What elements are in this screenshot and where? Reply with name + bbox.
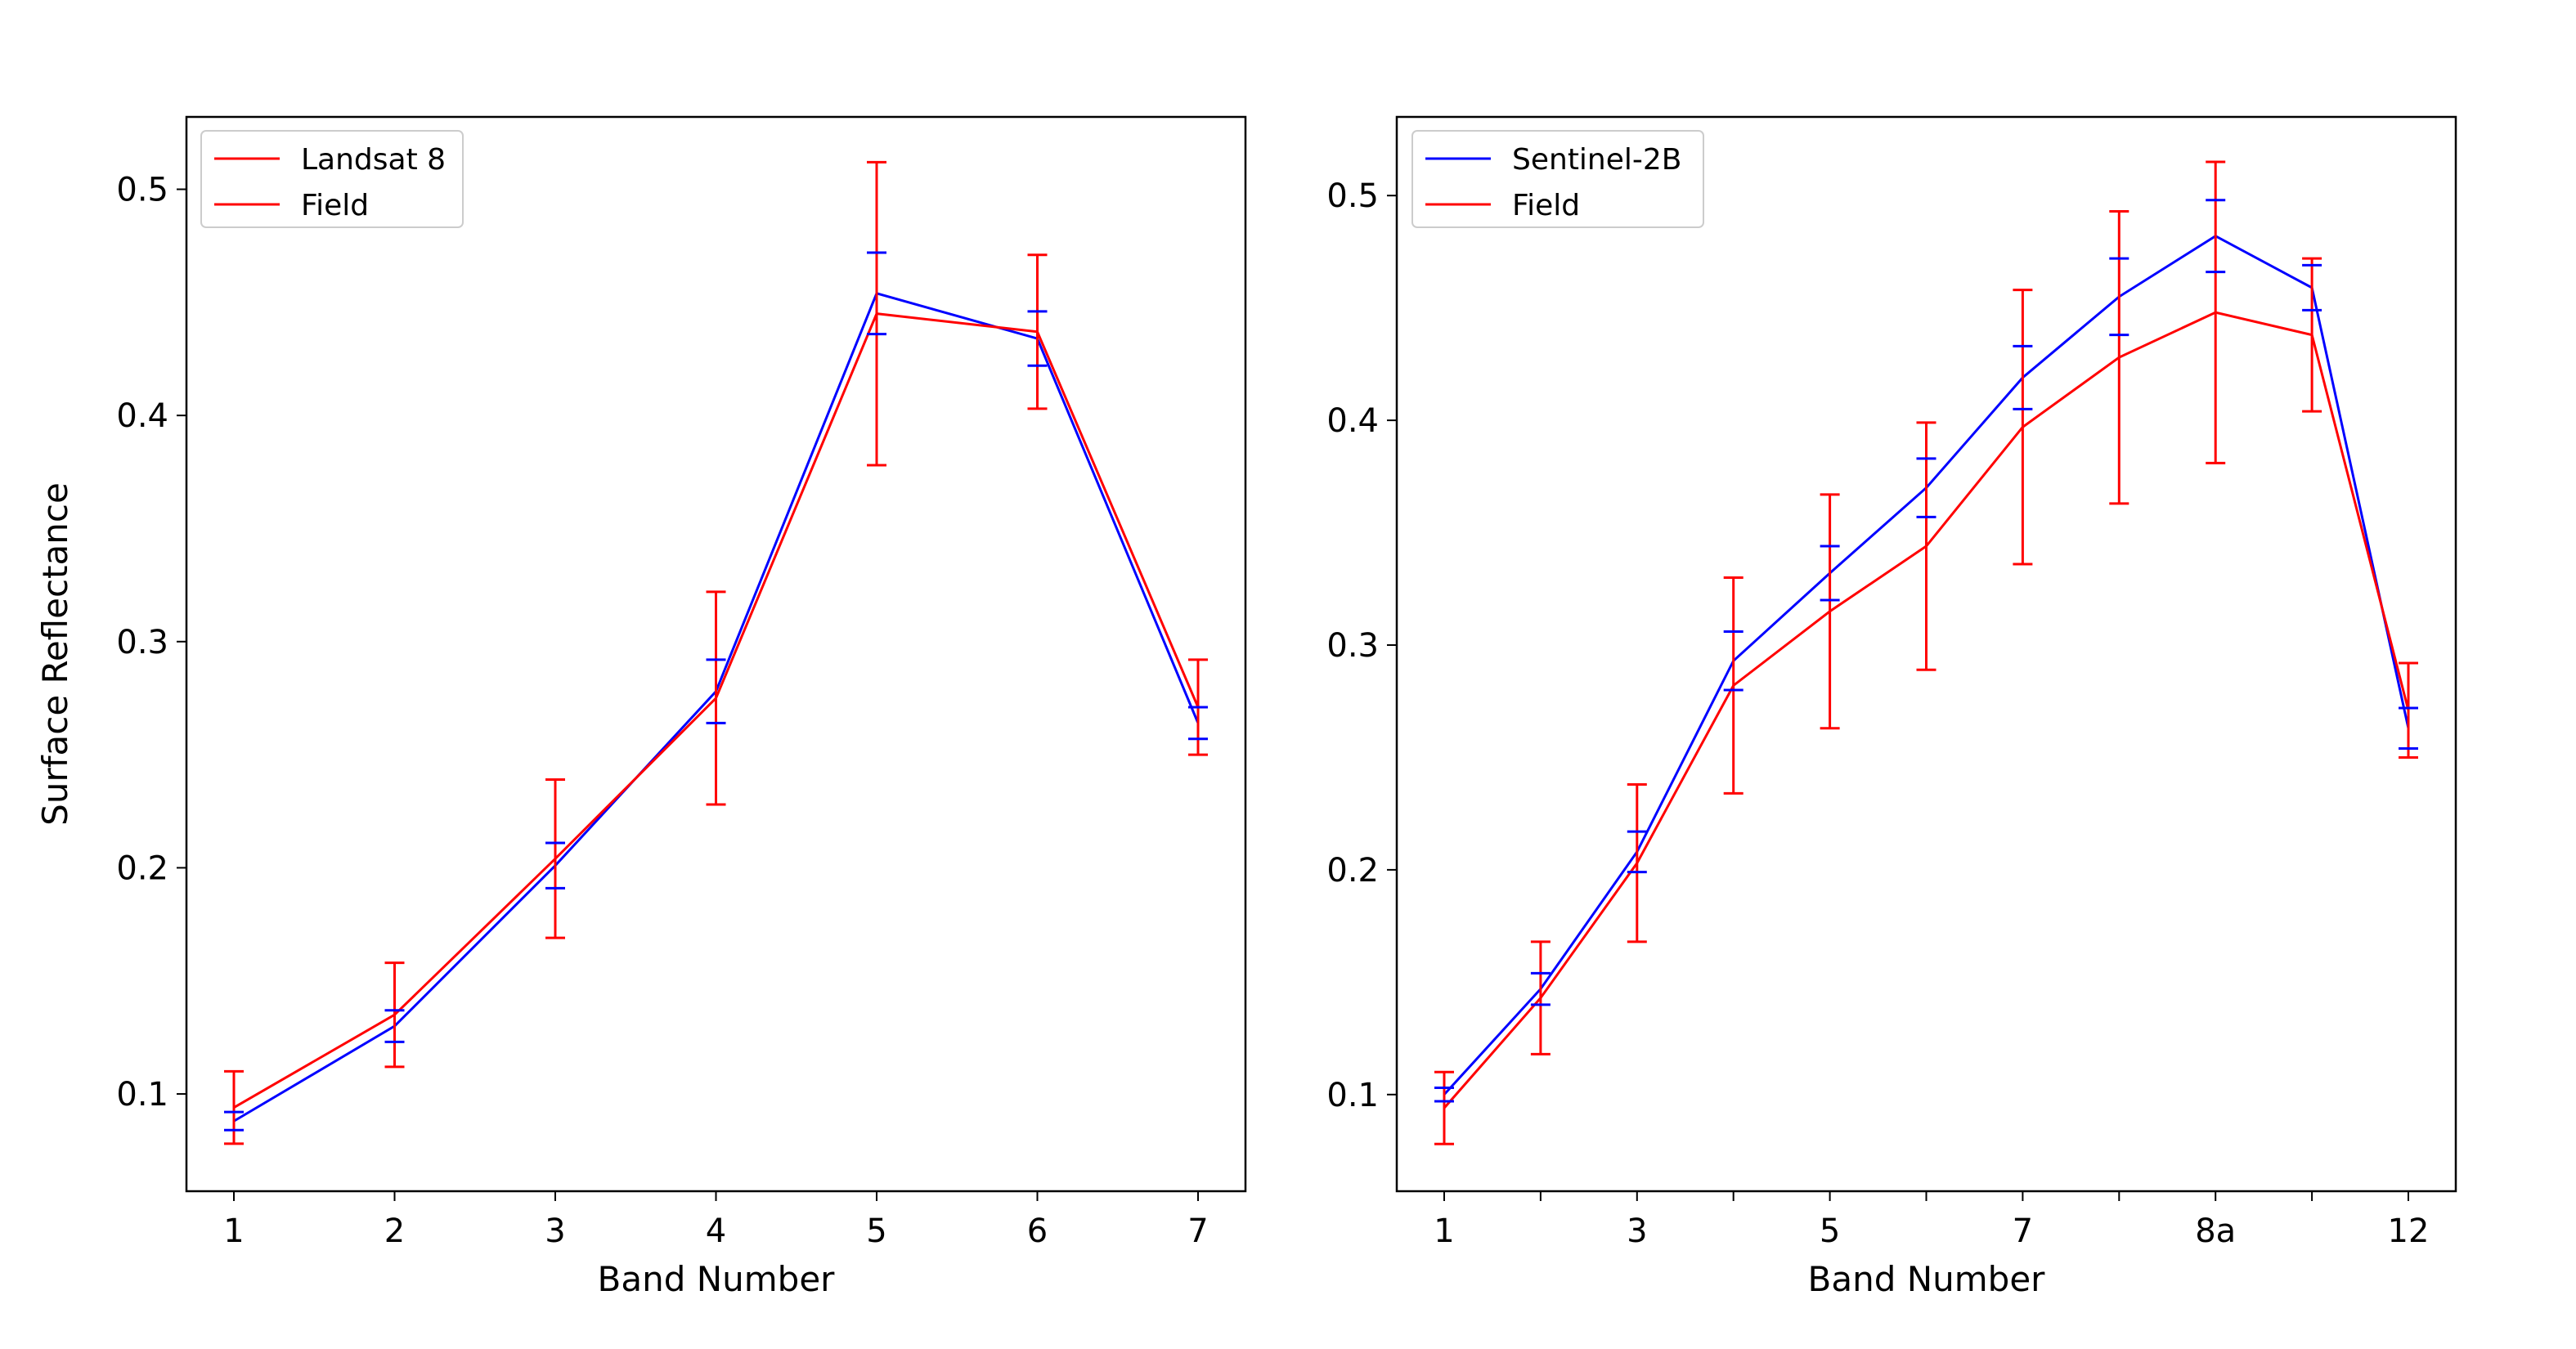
- y-tick-label: 0.2: [1326, 852, 1379, 890]
- x-tick-label: 5: [1820, 1212, 1840, 1250]
- x-tick-label: 2: [384, 1212, 405, 1250]
- x-tick-label: 4: [706, 1212, 726, 1250]
- y-tick-label: 0.2: [116, 849, 168, 887]
- legend-label: Landsat 8: [301, 143, 446, 177]
- x-axis-label: Band Number: [1808, 1259, 2046, 1299]
- right-chart-panel: 0.1 0.2 0.3 0.4 0.5 1 3 5 7 8a 12 Band Number Sentin…: [1326, 115, 2457, 1299]
- y-tick-label: 0.5: [116, 172, 168, 209]
- y-tick-label: 0.1: [1326, 1077, 1379, 1114]
- y-axis-label: Surface Reflectance: [35, 482, 75, 826]
- legend: Sentinel-2B Field: [1411, 130, 1704, 228]
- y-tick-label: 0.4: [116, 397, 168, 435]
- x-axis-label: Band Number: [598, 1259, 836, 1299]
- legend-label: Field: [1512, 189, 1580, 222]
- left-chart-panel: 0.1 0.2 0.3 0.4 0.5 1 2 3 4 5 6 7 Band Number Surface…: [35, 115, 1247, 1299]
- legend: Landsat 8 Field: [200, 130, 464, 228]
- x-tick-label: 7: [1187, 1212, 1208, 1250]
- legend-label: Field: [301, 189, 369, 222]
- x-tick-label: 6: [1027, 1212, 1048, 1250]
- x-tick-label: 3: [1627, 1212, 1647, 1250]
- x-tick-label: 12: [2388, 1212, 2430, 1250]
- plot-frame: [185, 115, 1247, 1193]
- x-tick-label: 1: [223, 1212, 244, 1250]
- x-tick-label: 3: [545, 1212, 565, 1250]
- x-tick-label: 7: [2013, 1212, 2033, 1250]
- x-tick-label: 5: [866, 1212, 886, 1250]
- x-tick-label: 8a: [2195, 1212, 2236, 1250]
- plot-frame: [1395, 115, 2457, 1193]
- y-tick-label: 0.3: [1326, 627, 1379, 665]
- legend-label: Sentinel-2B: [1512, 143, 1682, 177]
- y-tick-label: 0.1: [116, 1076, 168, 1114]
- y-tick-label: 0.4: [1326, 402, 1379, 440]
- x-tick-label: 1: [1434, 1212, 1454, 1250]
- y-tick-label: 0.5: [1326, 177, 1379, 215]
- y-tick-label: 0.3: [116, 624, 168, 661]
